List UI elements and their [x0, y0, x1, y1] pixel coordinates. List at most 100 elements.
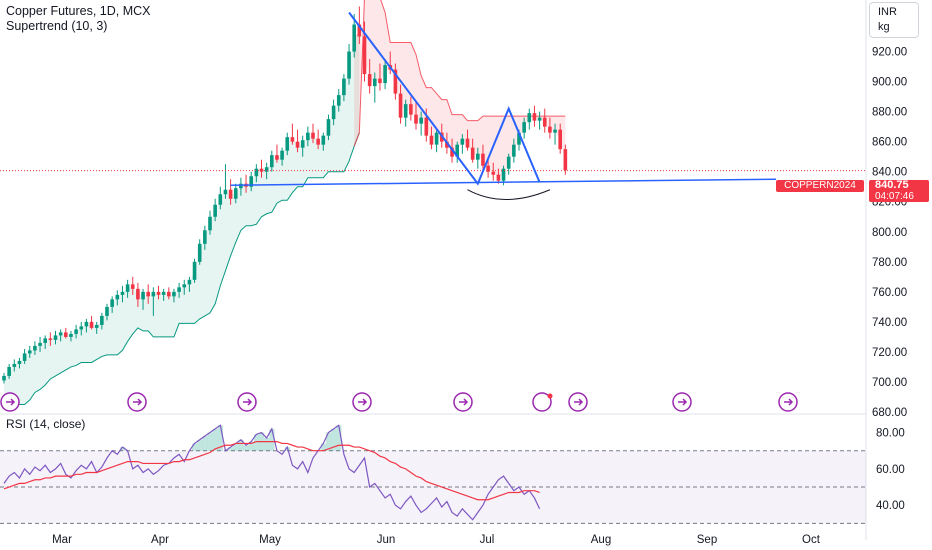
candle-body — [414, 114, 418, 124]
event-arrow — [678, 398, 688, 406]
candle-body — [120, 291, 125, 295]
rsi-overbought-fill — [228, 447, 234, 451]
time-tick-label: Oct — [802, 534, 821, 546]
price-tick-label: 800.00 — [872, 227, 907, 239]
candle-body — [203, 230, 207, 244]
candle-body — [347, 51, 351, 79]
candle-body — [321, 135, 326, 145]
candle-body — [100, 315, 104, 325]
candle-body — [558, 129, 562, 150]
event-marker-icon — [0, 392, 20, 412]
event-arrow — [243, 398, 253, 406]
candle-body — [548, 126, 552, 133]
event-arrow — [459, 398, 469, 406]
candle-body — [58, 332, 63, 336]
candle-body — [275, 155, 279, 160]
time-tick-label: Apr — [151, 534, 169, 546]
candle-body — [373, 78, 377, 87]
rsi-overbought-fill — [320, 443, 326, 451]
candle-body — [378, 78, 382, 84]
price-tick-label: 720.00 — [872, 347, 907, 359]
candle-body — [419, 117, 423, 124]
currency-unit: INR — [878, 6, 897, 18]
rsi-overbought-fill — [238, 439, 244, 451]
quantity-unit: kg — [878, 21, 890, 33]
candle-body — [367, 74, 372, 87]
candle-body — [306, 132, 310, 141]
rsi-tick-label: 60.00 — [876, 464, 905, 476]
candle-body — [316, 138, 320, 145]
time-tick-label: Aug — [591, 534, 611, 546]
supertrend-bands — [4, 0, 566, 405]
rsi-overbought-fill — [269, 428, 275, 451]
candle-body — [295, 141, 300, 148]
candle-body — [38, 342, 42, 346]
symbol-price-label: COPPERN2024 — [776, 180, 864, 192]
event-marker-icon — [127, 392, 147, 412]
candle-body — [233, 188, 238, 199]
candle-body — [326, 119, 331, 136]
rsi-panel: 80.00 60.00 40.00 — [0, 424, 905, 524]
price-tick-label: 920.00 — [872, 47, 907, 59]
time-tick-label: Mar — [52, 534, 72, 546]
rsi-ma-line — [3, 441, 540, 501]
candle-body — [352, 24, 356, 52]
trendline-drawings[interactable] — [230, 11, 777, 200]
indicator-label[interactable]: Supertrend (10, 3) — [6, 19, 108, 33]
pattern-trendline — [348, 11, 541, 186]
rsi-overbought-fill — [202, 436, 208, 451]
candle-body — [424, 117, 429, 136]
price-axis[interactable]: 680.00 700.00 720.00 740.00 760.00 780.00 800.… — [872, 17, 907, 419]
candle-body — [527, 113, 532, 123]
symbol-title[interactable]: Copper Futures, 1D, MCX — [6, 4, 151, 18]
candle-body — [156, 291, 161, 295]
candle-body — [470, 147, 475, 160]
candle-body — [362, 36, 367, 75]
rsi-legend[interactable]: RSI (14, close) — [6, 417, 86, 431]
rsi-overbought-fill — [233, 443, 239, 451]
candle-body — [542, 117, 547, 127]
candle-body — [290, 137, 295, 142]
candle-body — [43, 338, 47, 343]
rsi-overbought-fill — [325, 432, 332, 451]
price-tick-label: 740.00 — [872, 317, 907, 329]
candle-body — [136, 288, 140, 300]
dividend-marker-icon — [532, 392, 553, 412]
rsi-tick-label: 80.00 — [876, 428, 905, 440]
candle-body — [517, 132, 521, 145]
rsi-overbought-fill — [264, 437, 270, 451]
candle-body — [429, 135, 434, 145]
rsi-line — [3, 424, 541, 521]
candle-body — [228, 189, 233, 199]
unit-selector[interactable]: INR kg — [869, 2, 919, 38]
rsi-overbought-fill — [253, 434, 260, 451]
candle-body — [239, 183, 243, 189]
event-markers[interactable] — [0, 392, 798, 412]
candle-body — [506, 156, 511, 169]
candle-body — [177, 287, 181, 292]
candle-body — [105, 306, 109, 316]
candle-body — [33, 345, 37, 351]
candle-body — [213, 204, 217, 217]
supertrend-down-fill — [354, 0, 566, 178]
candle-body — [300, 140, 305, 148]
rsi-overbought-fill — [331, 428, 337, 451]
candle-body — [197, 243, 202, 262]
event-arrow — [574, 398, 584, 406]
time-tick-label: May — [259, 534, 281, 546]
candle-body — [486, 165, 490, 172]
event-marker-icon — [568, 392, 588, 412]
time-axis[interactable]: Mar Apr May Jun Jul Aug Sep Oct — [52, 534, 821, 546]
time-tick-label: Sep — [697, 534, 717, 546]
candle-body — [501, 168, 506, 181]
time-tick-label: Jul — [480, 534, 495, 546]
candle-body — [496, 174, 501, 181]
event-marker-icon — [352, 392, 372, 412]
support-line — [230, 178, 777, 186]
event-arrow — [6, 398, 16, 406]
candle-body — [445, 141, 449, 148]
candle-body — [2, 375, 6, 381]
candle-body — [249, 176, 253, 187]
rsi-tick-label: 40.00 — [876, 500, 905, 512]
